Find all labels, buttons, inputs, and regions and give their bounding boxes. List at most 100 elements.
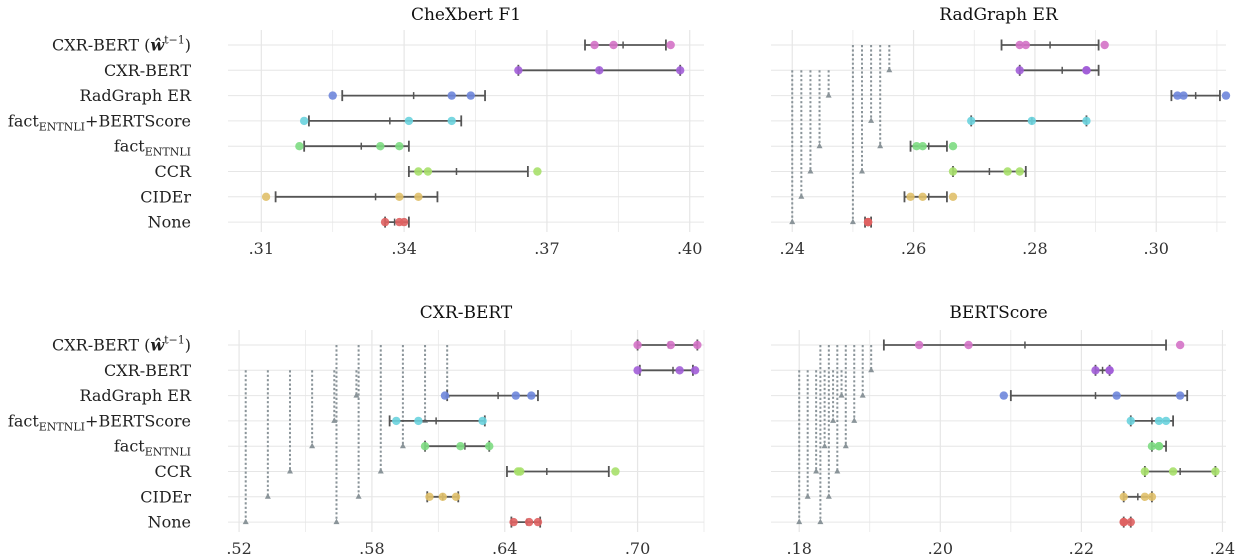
data-point (1015, 40, 1024, 50)
data-point (376, 142, 385, 151)
connector-arrowhead (868, 117, 875, 123)
connector-arrowhead (886, 66, 893, 73)
data-point (514, 66, 523, 75)
connector-arrowhead (242, 518, 249, 525)
chart-panel-2: CXR-BERT .52 .58 .64 .70 CXR-BERT (ŵt−1) CXR-B… (8, 303, 705, 558)
x-tick-label: .28 (1022, 239, 1047, 258)
y-label-factbert: factENTNLI+BERTScore (8, 411, 191, 433)
data-point (485, 442, 494, 451)
data-point (609, 40, 618, 50)
data-point (1161, 416, 1171, 426)
chart-panel-1: RadGraph ER .24 .26 .28 .30 (771, 5, 1231, 258)
y-label-cxrbert: CXR-BERT (104, 61, 191, 80)
data-point (967, 116, 976, 126)
data-point (440, 391, 450, 400)
connector-arrowhead (353, 392, 360, 398)
data-point (414, 416, 423, 426)
data-point (1126, 416, 1135, 426)
data-point (1154, 416, 1164, 426)
data-point (633, 366, 642, 375)
data-point (912, 142, 921, 151)
data-point (918, 192, 927, 201)
data-point (404, 116, 414, 126)
data-point (1179, 91, 1188, 100)
data-point (1082, 116, 1091, 126)
connector-arrowhead (851, 417, 858, 423)
y-label-cider: CIDEr (140, 187, 191, 206)
data-point (295, 142, 304, 151)
data-point (1015, 66, 1024, 75)
chart-panel-3: BERTScore .18 .20 .22 .24 (771, 303, 1235, 558)
x-tick-label: .31 (249, 239, 274, 258)
data-point (1147, 492, 1157, 501)
data-point (399, 217, 409, 227)
panel-title: CXR-BERT (420, 303, 513, 323)
data-point (533, 517, 543, 527)
connector-arrowhead (868, 366, 875, 373)
data-point (906, 192, 915, 201)
data-point (516, 467, 525, 476)
data-point (1140, 492, 1150, 501)
data-point (533, 167, 542, 176)
data-point (1082, 66, 1091, 75)
x-tick-label: .26 (901, 239, 926, 258)
connector-arrowhead (834, 468, 841, 474)
data-point (1119, 492, 1128, 501)
data-point (380, 217, 390, 227)
y-label-fact: factENTNLI (114, 437, 191, 459)
data-point (1173, 91, 1182, 100)
connector-arrowhead (286, 468, 293, 474)
data-point (392, 416, 401, 426)
data-point (1021, 40, 1030, 50)
data-point (675, 366, 684, 375)
connector-arrowhead (838, 392, 845, 398)
y-label-cxrbert_w: CXR-BERT (ŵt−1) (52, 334, 191, 355)
data-point (1119, 517, 1128, 527)
data-point (948, 192, 958, 201)
connector-arrowhead (825, 493, 832, 499)
data-point (948, 142, 958, 151)
data-point (1175, 340, 1185, 350)
panel-title: CheXbert F1 (411, 5, 521, 25)
data-point (527, 391, 536, 400)
data-point (438, 492, 447, 501)
data-point (948, 167, 958, 176)
data-point (423, 167, 433, 176)
data-point (999, 391, 1008, 400)
y-label-ccr: CCR (154, 162, 191, 181)
data-point (420, 442, 430, 451)
data-point (918, 142, 927, 151)
data-point (590, 40, 599, 50)
data-point (595, 66, 604, 75)
y-label-cxrbert: CXR-BERT (104, 361, 191, 380)
panel-title: BERTScore (949, 303, 1047, 323)
y-label-ccr: CCR (154, 462, 191, 481)
y-label-none: None (148, 513, 191, 532)
data-point (466, 91, 475, 100)
x-tick-label: .24 (1210, 539, 1235, 558)
data-point (509, 517, 518, 527)
data-point (261, 192, 271, 201)
connector-arrowhead (859, 392, 866, 398)
connector-arrowhead (796, 518, 803, 525)
data-point (1140, 467, 1150, 476)
data-point (1015, 167, 1024, 176)
connector-arrowhead (849, 218, 856, 225)
connector-arrowhead (804, 493, 811, 499)
data-point (1175, 391, 1185, 400)
data-point (414, 167, 423, 176)
x-tick-label: .20 (928, 539, 953, 558)
y-label-cider: CIDEr (140, 487, 191, 506)
y-label-radgraph: RadGraph ER (79, 386, 191, 405)
x-tick-label: .34 (391, 239, 416, 258)
connector-arrowhead (399, 442, 406, 449)
connector-arrowhead (859, 168, 865, 174)
x-tick-label: .22 (1069, 539, 1094, 558)
data-point (1126, 517, 1135, 527)
data-point (914, 340, 924, 350)
data-point (1154, 442, 1164, 451)
connector-arrowhead (830, 417, 837, 423)
data-point (1168, 467, 1178, 476)
data-point (863, 217, 873, 227)
